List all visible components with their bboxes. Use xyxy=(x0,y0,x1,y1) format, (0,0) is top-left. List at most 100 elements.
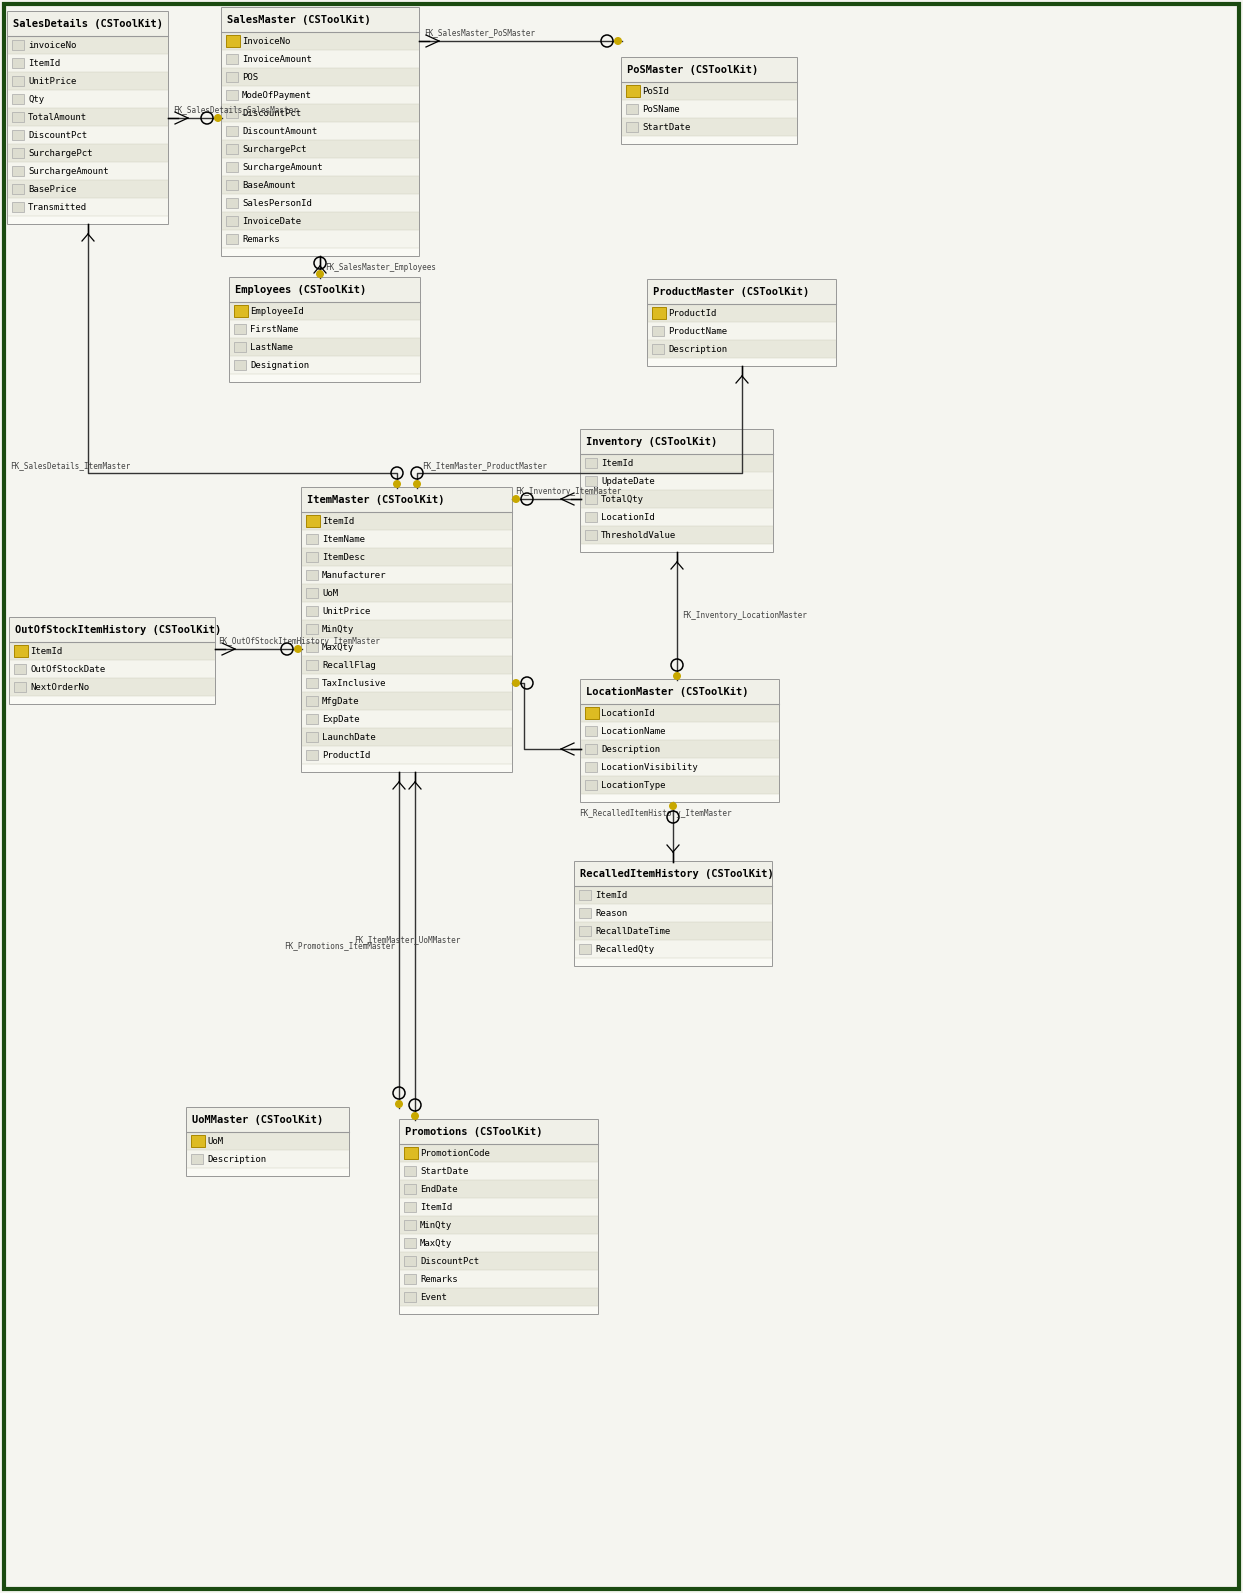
Bar xyxy=(306,624,318,634)
Bar xyxy=(230,279,420,303)
Bar xyxy=(585,726,597,736)
Bar xyxy=(7,72,168,89)
Text: UoM: UoM xyxy=(208,1136,224,1145)
Bar xyxy=(576,940,772,957)
Bar xyxy=(191,1134,205,1147)
Text: POS: POS xyxy=(242,73,259,81)
Bar xyxy=(306,570,318,580)
Bar xyxy=(580,704,779,722)
Text: PoSId: PoSId xyxy=(641,86,669,96)
Bar xyxy=(226,162,237,172)
Bar xyxy=(585,707,599,718)
Text: SurchargeAmount: SurchargeAmount xyxy=(242,162,323,172)
Circle shape xyxy=(214,115,222,123)
Bar xyxy=(306,515,319,527)
Bar xyxy=(7,180,168,198)
Text: StartDate: StartDate xyxy=(420,1166,469,1176)
Bar xyxy=(404,1147,418,1160)
Text: Reason: Reason xyxy=(595,908,628,918)
Bar xyxy=(222,32,419,49)
Text: DiscountPct: DiscountPct xyxy=(242,108,301,118)
Bar xyxy=(404,1220,416,1230)
Bar xyxy=(10,660,215,679)
Bar xyxy=(226,35,240,48)
Bar xyxy=(580,508,773,526)
Text: InvoiceNo: InvoiceNo xyxy=(242,37,291,46)
Circle shape xyxy=(512,495,520,503)
Text: ModeOfPayment: ModeOfPayment xyxy=(242,91,312,99)
Bar xyxy=(186,1109,349,1133)
Bar xyxy=(302,728,512,746)
Circle shape xyxy=(512,679,520,687)
Bar xyxy=(400,1120,598,1144)
Bar xyxy=(186,1109,349,1176)
Text: InvoiceAmount: InvoiceAmount xyxy=(242,54,312,64)
Bar xyxy=(580,526,773,543)
Bar xyxy=(12,40,24,49)
Bar xyxy=(234,323,246,335)
Text: ProductId: ProductId xyxy=(667,309,716,317)
Text: SalesDetails (CSToolKit): SalesDetails (CSToolKit) xyxy=(12,19,163,29)
Text: ProductName: ProductName xyxy=(667,327,727,336)
Bar xyxy=(302,656,512,674)
Bar xyxy=(226,143,237,155)
Text: ItemId: ItemId xyxy=(30,647,62,655)
Bar xyxy=(222,68,419,86)
Text: Description: Description xyxy=(602,744,660,753)
Bar xyxy=(12,76,24,86)
Bar xyxy=(400,1252,598,1270)
Bar xyxy=(648,304,837,322)
Text: FK_ItemMaster_UoMMaster: FK_ItemMaster_UoMMaster xyxy=(354,935,460,945)
Bar xyxy=(576,922,772,940)
Text: PromotionCode: PromotionCode xyxy=(420,1149,490,1158)
Bar xyxy=(226,180,237,190)
Bar xyxy=(400,1180,598,1198)
Bar xyxy=(12,57,24,68)
Bar xyxy=(653,307,666,319)
Bar xyxy=(580,741,779,758)
Bar xyxy=(12,94,24,104)
Text: TotalAmount: TotalAmount xyxy=(29,113,87,121)
Bar xyxy=(222,175,419,194)
Text: UnitPrice: UnitPrice xyxy=(29,76,76,86)
Bar xyxy=(400,1120,598,1314)
Text: FK_ItemMaster_ProductMaster: FK_ItemMaster_ProductMaster xyxy=(423,462,547,470)
Text: Description: Description xyxy=(208,1155,266,1163)
Circle shape xyxy=(316,269,324,279)
Bar xyxy=(7,37,168,54)
Bar xyxy=(400,1198,598,1215)
Bar xyxy=(622,57,797,81)
Bar xyxy=(404,1238,416,1247)
Text: ProductId: ProductId xyxy=(322,750,370,760)
Bar xyxy=(226,89,237,100)
Bar xyxy=(7,143,168,162)
Bar xyxy=(186,1168,349,1176)
Text: RecallFlag: RecallFlag xyxy=(322,661,375,669)
Bar xyxy=(222,104,419,123)
Bar xyxy=(302,620,512,639)
Text: OutOfStockItemHistory (CSToolKit): OutOfStockItemHistory (CSToolKit) xyxy=(15,624,221,636)
Bar xyxy=(10,679,215,696)
Text: ProductMaster (CSToolKit): ProductMaster (CSToolKit) xyxy=(653,287,809,296)
Bar xyxy=(404,1255,416,1266)
Bar xyxy=(12,202,24,212)
Bar xyxy=(580,680,779,801)
Bar xyxy=(230,355,420,374)
Bar xyxy=(580,793,779,801)
Bar xyxy=(400,1161,598,1180)
Bar xyxy=(7,126,168,143)
Text: SurchargeAmount: SurchargeAmount xyxy=(29,167,108,175)
Text: ThresholdValue: ThresholdValue xyxy=(602,530,676,540)
Bar xyxy=(579,926,590,937)
Text: Description: Description xyxy=(667,344,727,354)
Bar xyxy=(234,304,249,317)
Bar xyxy=(10,618,215,642)
Bar xyxy=(7,162,168,180)
Bar xyxy=(230,279,420,382)
Text: FK_Inventory_ItemMaster: FK_Inventory_ItemMaster xyxy=(515,486,622,495)
Text: BaseAmount: BaseAmount xyxy=(242,180,296,190)
Bar xyxy=(585,476,597,486)
Bar xyxy=(302,691,512,710)
Text: MfgDate: MfgDate xyxy=(322,696,359,706)
Circle shape xyxy=(614,37,622,45)
